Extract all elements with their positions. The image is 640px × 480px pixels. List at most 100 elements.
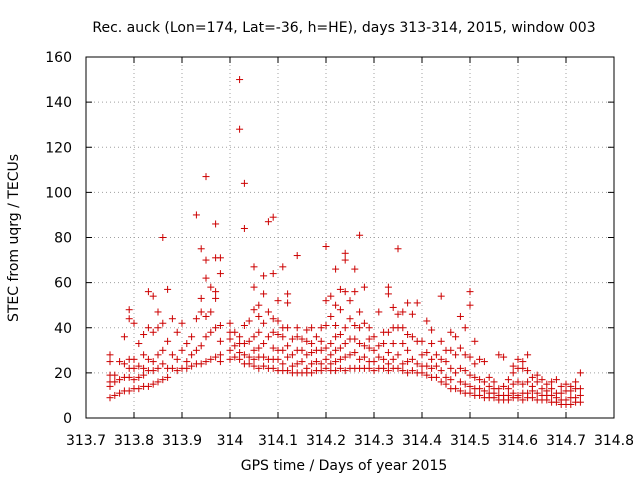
data-point [384, 349, 392, 357]
data-point [461, 380, 469, 388]
data-point [490, 378, 498, 386]
x-tick-label: 313.7 [66, 433, 106, 449]
data-point [322, 344, 330, 352]
data-point [437, 292, 445, 300]
data-point [236, 76, 244, 84]
data-point [192, 315, 200, 323]
data-point [519, 358, 527, 366]
data-point [480, 387, 488, 395]
data-point [327, 340, 335, 348]
data-point [144, 324, 152, 332]
data-point [480, 358, 488, 366]
y-tick-label: 160 [45, 50, 72, 66]
data-point [303, 351, 311, 359]
data-point [437, 378, 445, 386]
data-point [336, 344, 344, 352]
data-point [341, 256, 349, 264]
data-point [260, 319, 268, 327]
data-point [264, 218, 272, 226]
data-point [504, 391, 512, 399]
data-point [437, 355, 445, 363]
ticks-layer: 313.7 313.8 313.9 314 314.1 314.2 314.3 314.4 31… [45, 50, 634, 449]
data-point [255, 344, 263, 352]
data-point [341, 288, 349, 296]
data-point [447, 364, 455, 372]
data-point [404, 331, 412, 339]
data-point [432, 362, 440, 370]
data-point [279, 360, 287, 368]
data-point [164, 337, 172, 345]
data-point [144, 355, 152, 363]
data-point [207, 328, 215, 336]
data-point [360, 319, 368, 327]
data-point [476, 385, 484, 393]
data-point [533, 371, 541, 379]
data-point [346, 315, 354, 323]
data-point [399, 308, 407, 316]
data-point [149, 328, 157, 336]
data-point [178, 346, 186, 354]
data-point [437, 337, 445, 345]
data-point [245, 317, 253, 325]
data-point [317, 337, 325, 345]
data-point [466, 288, 474, 296]
data-point [317, 367, 325, 375]
data-point [576, 385, 584, 393]
y-tick-label: 140 [45, 95, 72, 111]
data-point [461, 367, 469, 375]
data-point [197, 360, 205, 368]
data-point [332, 346, 340, 354]
data-point [140, 371, 148, 379]
data-point [514, 355, 522, 363]
data-point [495, 385, 503, 393]
data-point [173, 367, 181, 375]
data-point [567, 400, 575, 408]
x-tick-label: 314 [217, 433, 244, 449]
data-point [476, 391, 484, 399]
data-point [274, 331, 282, 339]
data-point [260, 272, 268, 280]
data-point [346, 351, 354, 359]
data-point [452, 385, 460, 393]
data-point [404, 369, 412, 377]
data-point [245, 360, 253, 368]
data-point [341, 353, 349, 361]
data-point [356, 355, 364, 363]
data-point [183, 340, 191, 348]
data-point [111, 391, 119, 399]
data-point [351, 335, 359, 343]
data-point [197, 245, 205, 253]
data-point [140, 364, 148, 372]
data-point [519, 396, 527, 404]
data-point [519, 364, 527, 372]
data-point [231, 328, 239, 336]
data-point [269, 328, 277, 336]
data-point [476, 355, 484, 363]
data-point [509, 369, 517, 377]
data-point [528, 382, 536, 390]
data-point [236, 349, 244, 357]
data-point [188, 362, 196, 370]
data-point [216, 321, 224, 329]
data-point [298, 335, 306, 343]
data-point [154, 351, 162, 359]
data-point [380, 340, 388, 348]
data-point [543, 387, 551, 395]
data-point [188, 333, 196, 341]
data-point [144, 288, 152, 296]
data-point [447, 346, 455, 354]
data-point [240, 179, 248, 187]
data-point [332, 321, 340, 329]
data-point [197, 294, 205, 302]
data-point [514, 391, 522, 399]
data-point [250, 355, 258, 363]
x-tick-label: 314.8 [594, 433, 634, 449]
data-point [159, 376, 167, 384]
data-point [533, 389, 541, 397]
data-point [288, 362, 296, 370]
data-point [130, 376, 138, 384]
data-point [524, 389, 532, 397]
data-point [284, 299, 292, 307]
data-point [408, 355, 416, 363]
data-point [255, 312, 263, 320]
